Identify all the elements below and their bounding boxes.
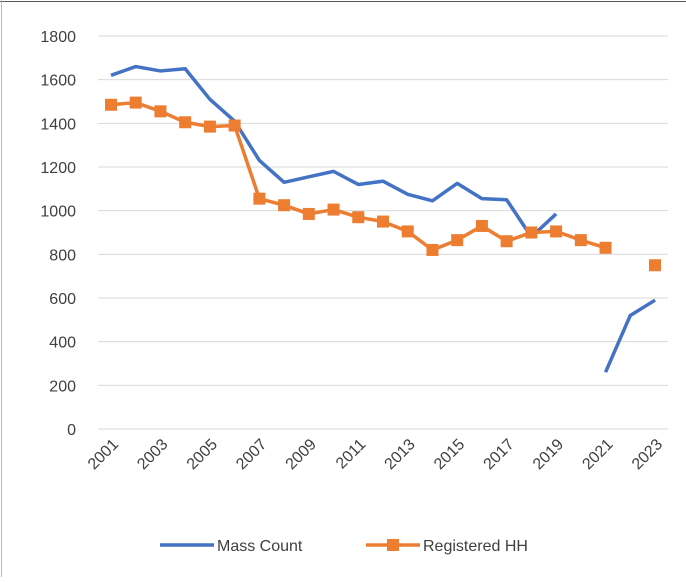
x-tick-label: 2015: [431, 436, 468, 473]
y-tick-label: 600: [49, 291, 76, 308]
marker: [278, 199, 291, 212]
x-tick-label: 2017: [481, 436, 518, 473]
marker: [574, 234, 587, 247]
marker: [203, 120, 216, 133]
y-tick-label: 1400: [40, 116, 76, 133]
marker: [129, 96, 142, 109]
series-line: [110, 64, 656, 373]
legend-label: Registered HH: [423, 538, 528, 555]
legend-marker: [387, 539, 399, 551]
x-tick-label: 2019: [530, 436, 567, 473]
x-tick-label: 2011: [333, 436, 369, 472]
x-tick-label: 2023: [629, 436, 666, 473]
x-tick-label: 2009: [283, 436, 320, 473]
x-tick-label: 2003: [134, 436, 171, 473]
x-tick-label: 2013: [382, 436, 419, 473]
y-tick-label: 200: [49, 378, 76, 395]
marker: [426, 243, 439, 256]
series-line: [111, 103, 655, 266]
x-tick-label: 2001: [85, 436, 122, 473]
x-tick-label: 2007: [233, 436, 270, 473]
marker: [228, 119, 241, 132]
marker: [475, 219, 488, 232]
x-tick-label: 2005: [184, 436, 221, 473]
marker: [154, 105, 167, 118]
legend-label: Mass Count: [217, 538, 303, 555]
y-tick-label: 400: [49, 335, 76, 352]
marker: [451, 234, 464, 247]
x-tick-label: 2021: [579, 436, 616, 473]
marker: [525, 226, 538, 239]
y-tick-label: 1600: [40, 73, 76, 90]
y-tick-label: 0: [67, 422, 76, 439]
marker: [401, 225, 414, 238]
marker: [377, 215, 389, 228]
marker: [327, 203, 340, 216]
y-tick-label: 1800: [40, 29, 76, 46]
marker: [179, 116, 192, 129]
marker: [352, 211, 365, 224]
marker: [550, 225, 563, 238]
marker: [500, 235, 513, 248]
y-tick-label: 1200: [40, 160, 76, 177]
marker: [649, 259, 661, 272]
marker: [253, 192, 266, 205]
marker: [105, 98, 117, 111]
marker: [302, 207, 315, 220]
y-tick-label: 800: [49, 247, 76, 264]
y-tick-label: 1000: [40, 204, 76, 221]
marker: [599, 241, 612, 254]
